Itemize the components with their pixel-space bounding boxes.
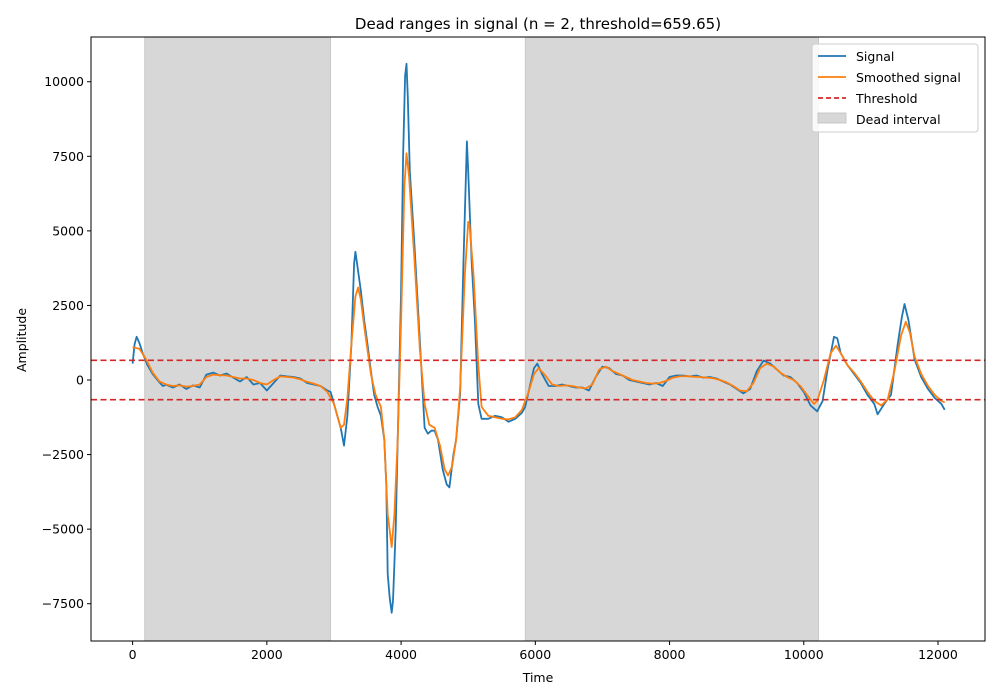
y-tick-label: −5000 [42,522,84,537]
dead-intervals [144,36,819,642]
x-tick-label: 6000 [519,647,551,662]
legend-dead-swatch [817,112,847,124]
legend-signal-label: Signal [856,49,894,64]
y-tick-label: 10000 [44,74,84,89]
y-tick-label: −2500 [42,447,84,462]
x-axis: 0 2000 4000 6000 8000 10000 12000 [129,641,958,662]
dead-interval-1 [144,36,332,642]
y-tick-label: 7500 [52,149,84,164]
y-tick-label: 0 [76,373,84,388]
legend: Signal Smoothed signal Threshold Dead in… [811,43,979,133]
y-tick-label: 2500 [52,298,84,313]
dead-interval-2 [524,36,819,642]
legend-smoothed-label: Smoothed signal [856,70,961,85]
plot-lines [131,62,946,614]
x-tick-label: 10000 [784,647,824,662]
plot-frame [90,36,986,642]
chart-title: Dead ranges in signal (n = 2, threshold=… [355,15,721,33]
x-tick-label: 4000 [385,647,417,662]
x-tick-label: 2000 [251,647,283,662]
x-tick-label: 12000 [918,647,958,662]
y-axis-label: Amplitude [14,308,29,372]
y-tick-label: 5000 [52,223,84,238]
legend-dead-label: Dead interval [856,112,941,127]
x-axis-label: Time [522,670,554,685]
threshold-lines [91,359,985,401]
x-tick-label: 8000 [654,647,686,662]
y-axis: −7500 −5000 −2500 0 2500 5000 7500 10000 [42,74,91,611]
y-tick-label: −7500 [42,596,84,611]
legend-box [811,43,979,133]
series-smoothed-signal [132,152,946,548]
x-tick-label: 0 [129,647,137,662]
legend-threshold-label: Threshold [855,91,918,106]
